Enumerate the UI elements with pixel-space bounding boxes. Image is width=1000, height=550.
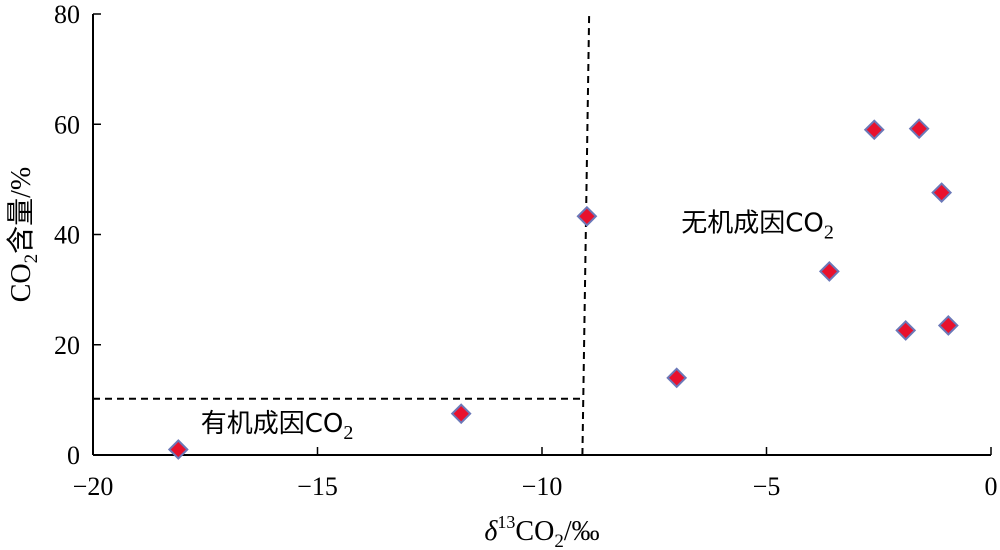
vertical-divider-line [581,13,591,456]
divider-lines [93,13,591,456]
data-point [450,403,472,425]
y-tick-label: 40 [54,221,80,250]
data-point [576,205,598,227]
data-point [666,367,688,389]
x-tick-label: −20 [73,472,114,501]
y-tick-label: 0 [67,441,80,470]
data-point [818,261,840,282]
y-tick-label: 60 [54,110,80,139]
inorganic-co2-label: 无机成因CO2 [681,209,834,244]
data-point [895,320,917,341]
x-tick-label: −5 [753,472,781,501]
x-tick-label: −15 [297,472,338,501]
x-tick-label: −10 [522,472,563,501]
y-axis-title: CO2含量/% [5,167,42,303]
x-tick-label: 0 [985,472,998,501]
data-point [908,118,930,140]
data-point [167,439,189,460]
y-tick-label: 80 [54,0,80,29]
chart-labels: 有机成因CO2 无机成因CO2 δ13CO2/‰ CO2含量/% [5,167,834,550]
data-point [931,182,953,204]
axes: −20 −15 −10 −5 0 0 20 40 60 80 [54,0,998,501]
x-axis-title: δ13CO2/‰ [484,512,599,550]
data-points [167,118,959,460]
organic-co2-label: 有机成因CO2 [201,409,354,444]
data-point [937,315,959,336]
y-tick-label: 20 [54,331,80,360]
data-point [863,119,885,141]
